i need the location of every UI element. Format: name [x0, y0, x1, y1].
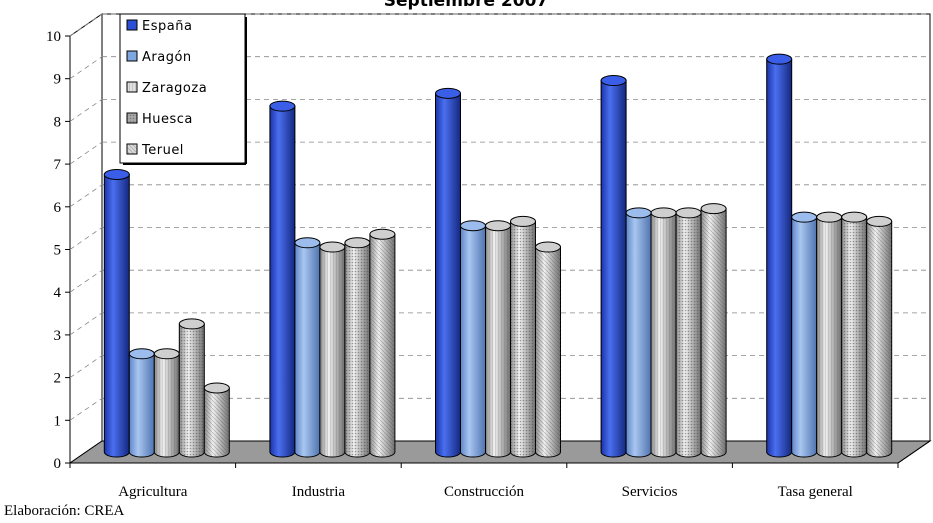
- legend-label: Aragón: [142, 50, 192, 65]
- bar: Zaragoza — Construcción: 5.3: [485, 220, 511, 458]
- gridline-left: [69, 312, 103, 336]
- bar: España — Agricultura: 6.5: [103, 168, 130, 458]
- legend: España Aragón Zaragoza Huesca Teruel: [119, 13, 247, 165]
- x-tick-label: Agricultura: [118, 484, 187, 500]
- bar: Zaragoza — Tasa general: 5.5: [816, 211, 843, 458]
- x-axis-ticks: Agricultura Industria Construcción Servicio…: [69, 463, 899, 500]
- bar: Zaragoza — Agricultura: 2.3: [153, 348, 180, 458]
- legend-swatch: [126, 19, 138, 31]
- gridline-left: [69, 141, 103, 165]
- bar: Aragón — Agricultura: 2.3: [128, 348, 155, 458]
- x-tick-label: Servicios: [622, 484, 678, 500]
- y-axis-ticks: 0 1 2 3 4 5 6 7 8 9 10: [46, 29, 70, 472]
- gridline-left: [69, 355, 103, 378]
- y-tick-label: 10: [46, 29, 61, 45]
- y-tick-label: 4: [54, 285, 62, 301]
- bar: Aragón — Tasa general: 5.5: [791, 211, 818, 458]
- x-tick-label: Tasa general: [778, 484, 853, 500]
- gridline-left: [69, 99, 103, 122]
- legend-swatch: [126, 50, 138, 62]
- source-note: Elaboración: CREA: [4, 503, 125, 519]
- y-tick-label: 5: [54, 243, 62, 259]
- legend-item: Teruel: [126, 143, 184, 158]
- bar: Huesca — Servicios: 5.6: [675, 207, 702, 458]
- y-tick-label: 0: [54, 456, 62, 472]
- gridline-left: [69, 397, 103, 421]
- bar: Huesca — Construcción: 5.4: [510, 215, 536, 458]
- bar: Zaragoza — Industria: 4.8: [319, 241, 346, 458]
- y-tick-label: 2: [54, 371, 62, 387]
- legend-item: Aragón: [126, 50, 192, 65]
- gridline-left: [69, 227, 103, 250]
- y-tick-label: 3: [54, 328, 62, 344]
- bar: Zaragoza — Servicios: 5.6: [650, 207, 677, 458]
- bar: Huesca — Tasa general: 5.5: [841, 211, 868, 458]
- bar: España — Tasa general: 9.2: [766, 53, 793, 458]
- x-axis-end-diagonal: [897, 440, 931, 464]
- legend-item: España: [126, 19, 192, 34]
- y-tick-label: 6: [54, 200, 62, 216]
- bar: Teruel — Servicios: 5.7: [700, 203, 727, 458]
- bar: España — Industria: 8.1: [269, 100, 296, 458]
- legend-item: Zaragoza: [126, 81, 207, 96]
- y-tick-label: 9: [54, 72, 62, 88]
- bar: Teruel — Tasa general: 5.4: [866, 215, 893, 458]
- y-tick-label: 8: [54, 114, 62, 130]
- bar: Aragón — Servicios: 5.6: [625, 207, 652, 458]
- x-tick-label: Construcción: [444, 484, 524, 500]
- legend-item: Huesca: [126, 112, 193, 127]
- gridline-left: [69, 269, 103, 293]
- bar: Teruel — Construcción: 4.8: [535, 241, 561, 458]
- legend-box: [119, 13, 246, 164]
- bar: Teruel — Agricultura: 1.5: [203, 382, 230, 458]
- legend-label: Zaragoza: [142, 81, 207, 96]
- chart-title: Septiembre 2007: [384, 0, 548, 11]
- bar: Teruel — Industria: 5.1: [369, 228, 396, 458]
- bar: Huesca — Agricultura: 3: [178, 318, 205, 458]
- gridline-left: [69, 13, 103, 37]
- y-tick-label: 1: [54, 413, 62, 429]
- gridline-left: [69, 184, 103, 208]
- bar: España — Construcción: 8.4: [435, 87, 461, 458]
- legend-label: Huesca: [142, 112, 193, 127]
- legend-label: Teruel: [141, 143, 184, 158]
- gridline-left: [69, 56, 103, 80]
- legend-label: España: [142, 19, 192, 34]
- bar: España — Servicios: 8.7: [600, 75, 627, 458]
- bar: Huesca — Industria: 4.9: [344, 237, 371, 458]
- x-tick-label: Industria: [292, 484, 346, 500]
- bars: España — Agricultura: 6.5Aragón — Agricu…: [103, 53, 893, 458]
- y-tick-label: 7: [54, 157, 62, 173]
- bar: Aragón — Construcción: 5.3: [460, 220, 486, 458]
- bar: Aragón — Industria: 4.9: [294, 237, 321, 458]
